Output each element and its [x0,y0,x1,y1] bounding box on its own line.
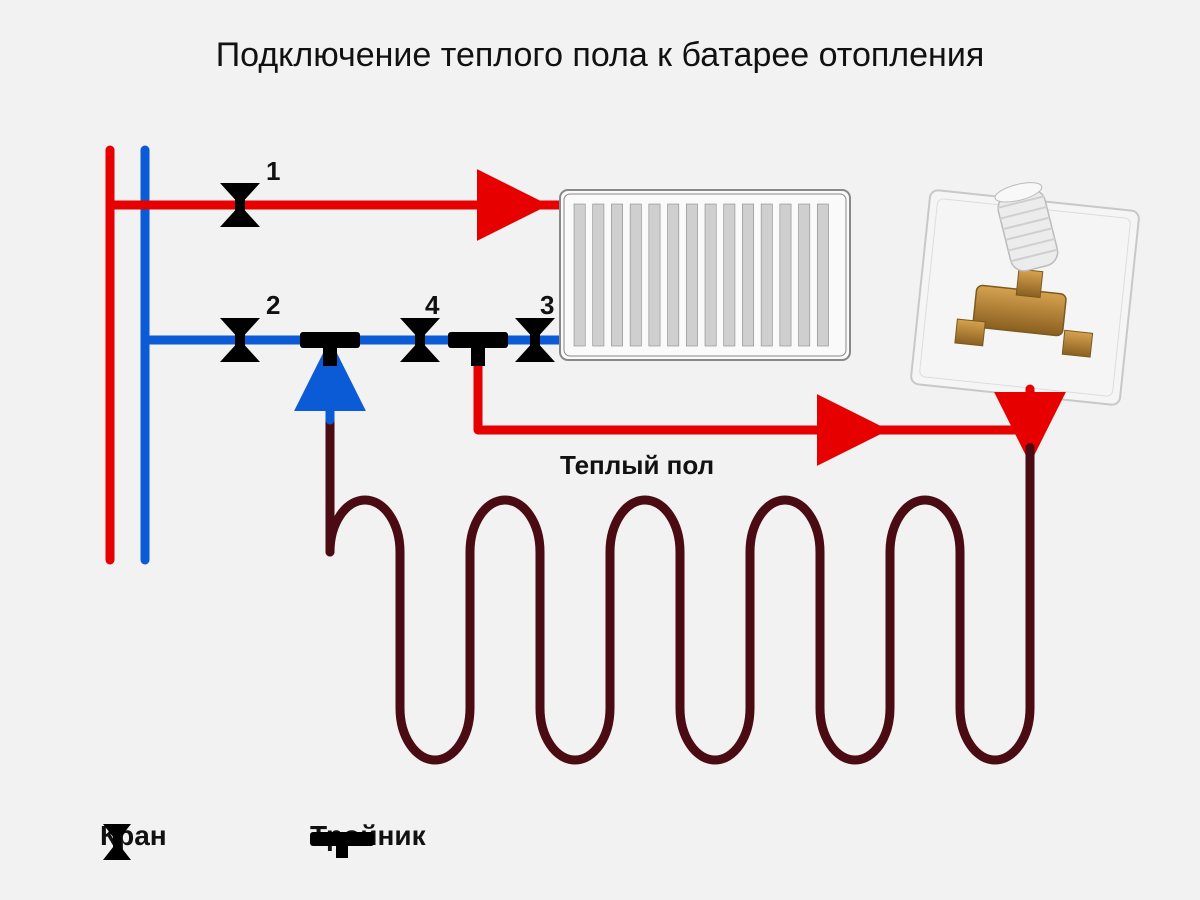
tee-icon [300,332,360,366]
diagram-stage: Подключение теплого пола к батарее отопл… [0,0,1200,900]
valve-label-3: 3 [540,290,554,321]
valve-label-4: 4 [425,290,439,321]
legend-valve: Кран [100,820,167,852]
valve-label-2: 2 [266,290,280,321]
valve-label-1: 1 [266,156,280,187]
floor-label: Теплый пол [560,450,714,481]
tee-icon [448,332,508,366]
legend-tee: Тройник [310,820,426,852]
